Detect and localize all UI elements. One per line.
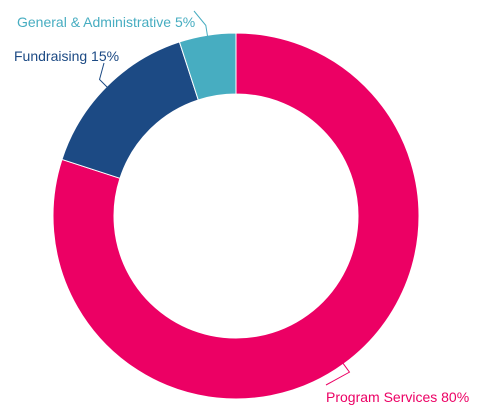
leader-line-fundraising [98, 62, 109, 89]
label-fundraising: Fundraising 15% [14, 48, 119, 64]
slice-general-administrative [178, 32, 237, 101]
label-general-administrative: General & Administrative 5% [17, 14, 195, 30]
leader-line-program-services [325, 362, 351, 386]
label-program-services: Program Services 80% [326, 389, 469, 405]
leader-line-general-administrative [193, 10, 209, 38]
slice-program-services [52, 32, 420, 400]
